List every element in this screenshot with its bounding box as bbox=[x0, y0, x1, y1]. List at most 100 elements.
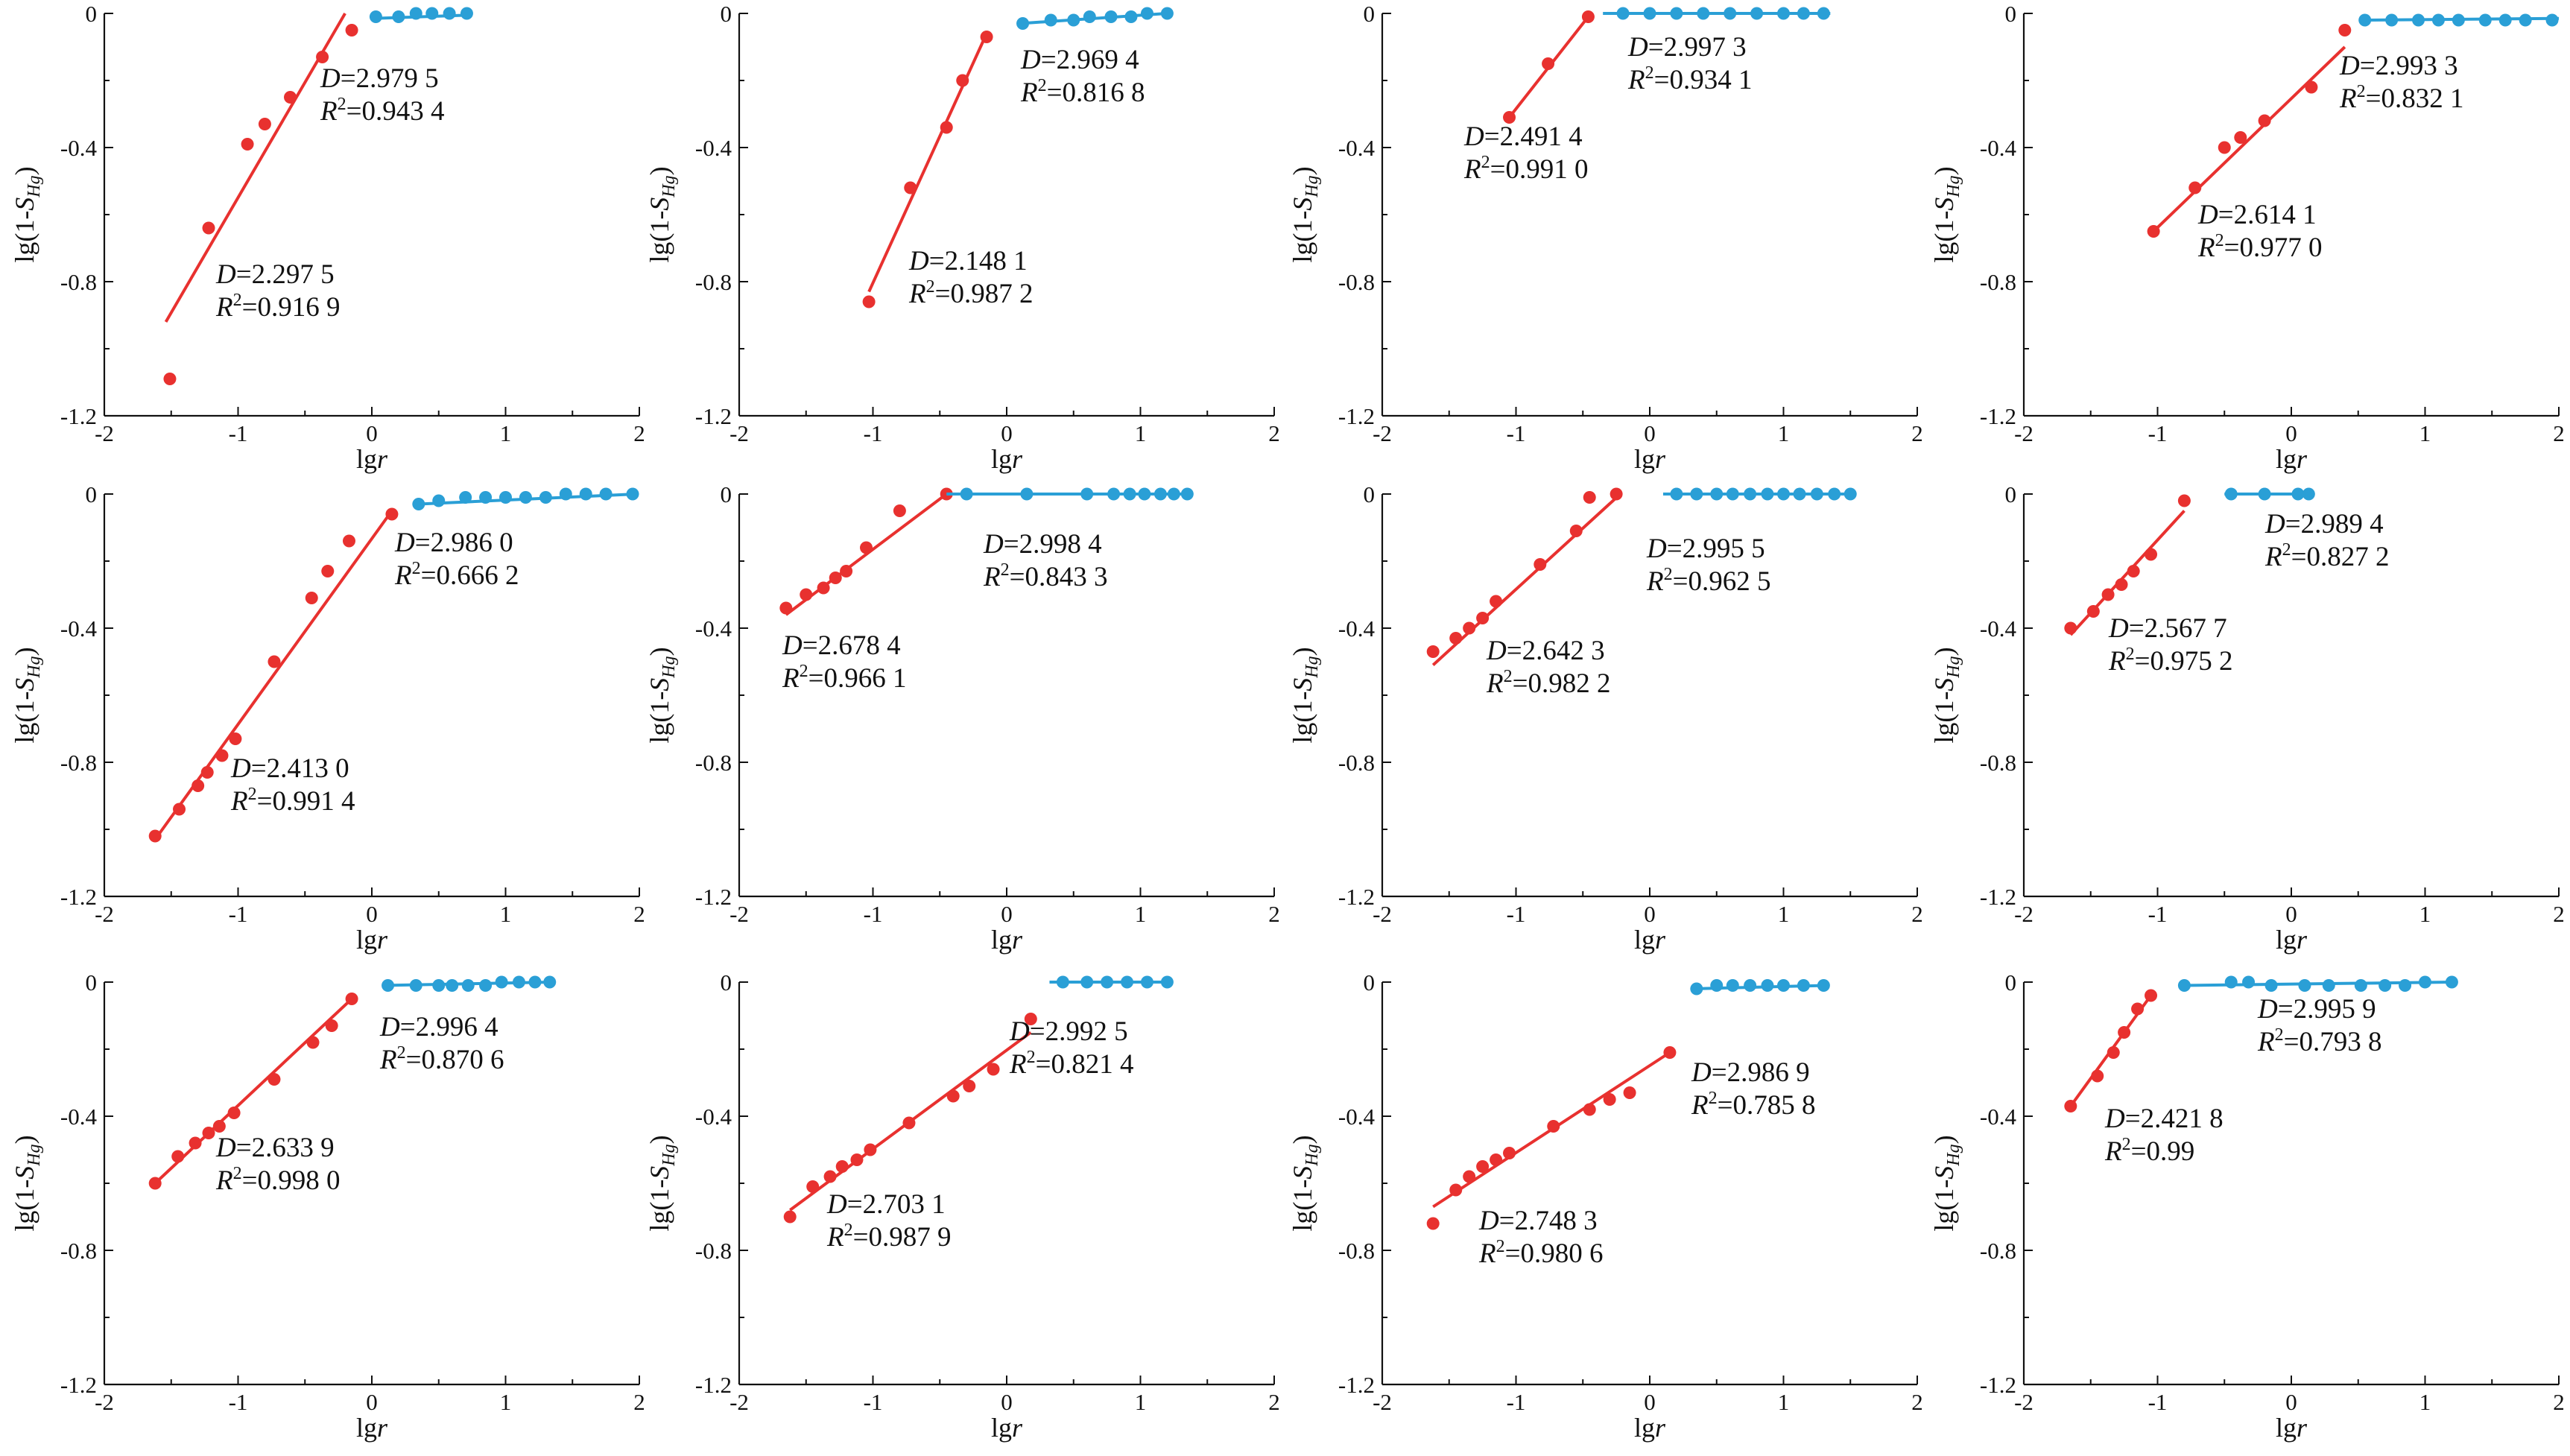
y-tick-label: 0 bbox=[721, 969, 732, 996]
y-axis-title: lg(1-SHg) bbox=[10, 166, 44, 262]
data-point bbox=[2338, 24, 2352, 37]
x-tick-label: -2 bbox=[1373, 901, 1392, 927]
y-tick-label: 0 bbox=[2005, 481, 2017, 507]
x-tick-label: -1 bbox=[1507, 1389, 1526, 1415]
matrix-series: D=2.989 4R2=0.827 2 bbox=[2224, 487, 2389, 572]
x-tick-label: 0 bbox=[2285, 1389, 2297, 1415]
data-point bbox=[1140, 975, 1153, 989]
data-point bbox=[1817, 7, 1830, 20]
data-point bbox=[1744, 487, 1757, 501]
data-point bbox=[369, 10, 382, 23]
data-point bbox=[840, 565, 853, 577]
r-squared-label: R2=0.934 1 bbox=[1627, 63, 1752, 95]
y-axis-title: lg(1-SHg) bbox=[645, 1135, 679, 1231]
fit-line bbox=[2184, 981, 2452, 987]
y-tick-label: -0.8 bbox=[60, 1238, 97, 1264]
y-tick-label: -0.8 bbox=[1980, 269, 2016, 295]
fractal-dimension-label: D=2.413 0 bbox=[230, 753, 349, 784]
data-point bbox=[2177, 979, 2191, 992]
data-point bbox=[1180, 487, 1194, 501]
data-point bbox=[268, 655, 281, 668]
data-point bbox=[2107, 1046, 2120, 1059]
data-point bbox=[1793, 487, 1806, 501]
y-tick-label: -0.8 bbox=[695, 750, 732, 776]
fractal-dimension-label: D=2.996 4 bbox=[379, 1012, 499, 1042]
data-point bbox=[2064, 1100, 2077, 1112]
x-tick-label: 1 bbox=[1135, 420, 1147, 446]
matrix-series: D=2.995 9R2=0.793 8 bbox=[2177, 975, 2458, 1057]
data-point bbox=[1663, 1046, 1677, 1059]
r-squared-label: R2=0.666 2 bbox=[394, 559, 519, 591]
x-tick-label: -1 bbox=[2148, 1389, 2168, 1415]
x-tick-label: 2 bbox=[2553, 420, 2565, 446]
x-tick-label: 2 bbox=[2553, 1389, 2565, 1415]
y-tick-label: 0 bbox=[1364, 1, 1376, 27]
r-squared-label: R2=0.987 9 bbox=[826, 1221, 951, 1253]
data-point bbox=[528, 975, 542, 989]
x-tick-label: -1 bbox=[2148, 420, 2168, 446]
data-point bbox=[2378, 979, 2392, 992]
matrix-series: D=2.986 0R2=0.666 2 bbox=[394, 487, 639, 591]
x-axis-title: lgr bbox=[991, 1413, 1023, 1443]
y-tick-label: -1.2 bbox=[1980, 1372, 2016, 1398]
r-squared-label: R2=0.982 2 bbox=[1486, 667, 1610, 699]
data-point bbox=[1761, 979, 1774, 992]
fractal-dimension-label: D=2.992 5 bbox=[1009, 1016, 1128, 1047]
data-point bbox=[2399, 979, 2412, 992]
matrix-series: D=2.986 9R2=0.785 8 bbox=[1690, 979, 1830, 1121]
data-point bbox=[800, 588, 813, 601]
data-point bbox=[2452, 13, 2465, 27]
data-point bbox=[1024, 1013, 1037, 1025]
data-point bbox=[1124, 10, 1138, 23]
fractal-dimension-label: D=2.995 9 bbox=[2257, 994, 2376, 1025]
data-point bbox=[1140, 7, 1153, 20]
panel-row2-col2: -2 -1 0 1 2 0 -0.4 -0.8 -1.2 lgr lg(1-SHg) D=2.678 … bbox=[645, 481, 1280, 955]
data-point bbox=[2145, 989, 2158, 1002]
data-point bbox=[960, 487, 973, 501]
y-tick-label: -0.4 bbox=[1338, 615, 1376, 642]
data-point bbox=[1067, 13, 1080, 27]
data-point bbox=[1761, 487, 1774, 501]
pore-series: D=2.421 8R2=0.99 bbox=[2064, 989, 2224, 1167]
data-point bbox=[1581, 10, 1595, 23]
data-point bbox=[321, 565, 335, 577]
y-tick-label: 0 bbox=[721, 481, 732, 507]
data-point bbox=[412, 498, 425, 510]
data-point bbox=[864, 1143, 877, 1156]
x-tick-label: 2 bbox=[633, 901, 645, 927]
data-point bbox=[2086, 605, 2100, 618]
y-tick-label: 0 bbox=[86, 969, 98, 996]
data-point bbox=[212, 1120, 226, 1133]
x-tick-label: -2 bbox=[95, 1389, 114, 1415]
x-tick-label: -1 bbox=[864, 420, 883, 446]
data-point bbox=[779, 601, 793, 615]
data-point bbox=[904, 181, 917, 194]
x-tick-label: 1 bbox=[2419, 1389, 2431, 1415]
fractal-dimension-label: D=2.567 7 bbox=[2108, 613, 2227, 644]
x-tick-label: -2 bbox=[729, 1389, 749, 1415]
fractal-dimension-label: D=2.993 3 bbox=[2339, 51, 2458, 81]
x-tick-label: 1 bbox=[2419, 901, 2431, 927]
y-tick-label: 0 bbox=[2005, 969, 2017, 996]
data-point bbox=[956, 74, 969, 87]
y-axis-title: lg(1-SHg) bbox=[1929, 1135, 1963, 1231]
x-tick-label: -1 bbox=[864, 1389, 883, 1415]
data-point bbox=[1016, 17, 1030, 30]
pore-series: D=2.614 1R2=0.977 0 bbox=[2147, 24, 2352, 263]
data-point bbox=[1777, 979, 1790, 992]
data-point bbox=[385, 507, 399, 521]
data-point bbox=[2234, 131, 2247, 144]
data-point bbox=[1101, 975, 1114, 989]
r-squared-label: R2=0.975 2 bbox=[2108, 645, 2232, 677]
y-tick-label: -0.8 bbox=[1980, 1238, 2016, 1264]
x-tick-label: 1 bbox=[1135, 1389, 1147, 1415]
x-tick-label: 1 bbox=[2419, 420, 2431, 446]
data-point bbox=[461, 979, 475, 992]
data-point bbox=[980, 31, 993, 43]
pore-series: D=2.413 0R2=0.991 4 bbox=[148, 507, 399, 843]
fractal-dimension-label: D=2.614 1 bbox=[2197, 200, 2317, 230]
x-tick-label: -2 bbox=[1373, 1389, 1392, 1415]
fit-line bbox=[2152, 45, 2346, 232]
x-tick-label: -2 bbox=[729, 901, 749, 927]
data-point bbox=[2242, 975, 2256, 989]
